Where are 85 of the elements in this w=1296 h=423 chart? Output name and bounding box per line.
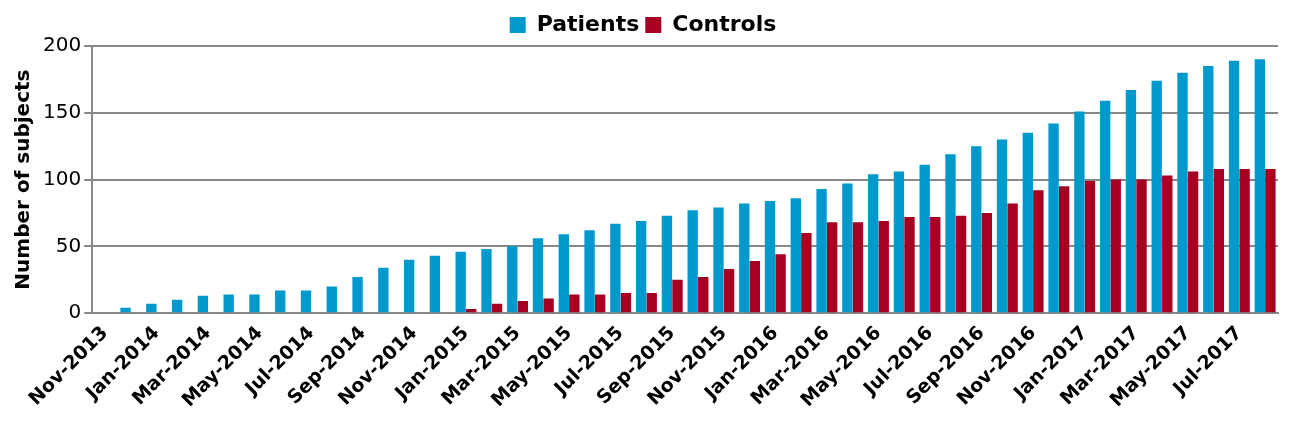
bar	[300, 290, 312, 313]
bar	[517, 301, 528, 313]
y-tick-label: 150	[42, 98, 82, 123]
bar	[1136, 179, 1147, 313]
bar	[1265, 168, 1276, 313]
bar	[429, 255, 441, 313]
y-tick-label: 0	[68, 299, 82, 324]
bar	[842, 183, 853, 313]
bar	[352, 277, 363, 313]
bar	[197, 295, 209, 313]
bar	[532, 238, 544, 313]
bar	[146, 303, 157, 313]
y-axis-title: Number of subjects	[10, 69, 35, 290]
bar	[1213, 168, 1225, 313]
y-tick-label: 50	[55, 232, 82, 257]
bar	[558, 234, 569, 313]
bar	[491, 303, 503, 313]
bar	[661, 215, 673, 313]
bar	[1074, 111, 1085, 313]
legend-label: Patients	[536, 10, 640, 36]
bar	[1058, 186, 1070, 313]
bar	[713, 207, 724, 313]
bar	[955, 215, 967, 313]
bar	[594, 294, 606, 313]
bar	[1228, 60, 1240, 313]
bar	[930, 216, 941, 313]
bar	[326, 286, 337, 313]
bar	[481, 249, 492, 313]
y-tick-label: 200	[42, 32, 82, 57]
bar	[620, 293, 632, 313]
bar	[893, 171, 905, 313]
bar	[852, 222, 864, 313]
bar	[403, 259, 415, 313]
bar	[1022, 132, 1033, 313]
bar	[378, 267, 389, 313]
bar	[775, 254, 786, 313]
bar	[1084, 180, 1096, 313]
bar	[996, 139, 1008, 313]
bar	[698, 277, 709, 313]
bar	[1151, 80, 1162, 313]
bar	[584, 230, 595, 313]
bar	[1203, 66, 1214, 313]
bar	[1254, 59, 1266, 313]
bar	[1033, 190, 1044, 313]
bar	[878, 220, 889, 313]
bar	[1007, 203, 1018, 313]
bar	[543, 298, 554, 313]
bar	[1125, 90, 1137, 313]
legend-label: Controls	[672, 10, 777, 36]
bar	[904, 216, 915, 313]
bar	[687, 210, 698, 313]
bar	[1187, 171, 1199, 313]
bar	[1099, 100, 1111, 313]
bar	[790, 198, 801, 313]
bar	[1177, 72, 1188, 313]
bar	[646, 293, 657, 313]
bar	[1239, 168, 1250, 313]
bar	[120, 307, 131, 313]
bar	[981, 212, 993, 313]
bar	[919, 164, 930, 313]
bar	[171, 299, 183, 313]
bar	[610, 223, 621, 313]
bar	[507, 246, 518, 313]
bar	[569, 294, 580, 313]
bar	[223, 294, 234, 313]
bar	[1162, 175, 1173, 313]
bar	[723, 269, 735, 313]
bar	[455, 251, 466, 313]
bar	[971, 146, 982, 313]
bar	[867, 174, 879, 313]
bar	[739, 203, 750, 313]
bar	[249, 294, 260, 313]
bar	[749, 261, 760, 313]
bar	[1110, 179, 1121, 313]
bar	[1048, 123, 1059, 313]
bar	[672, 279, 683, 313]
bar	[801, 232, 812, 313]
bar	[816, 188, 827, 313]
bar	[466, 309, 477, 313]
bar	[275, 290, 286, 313]
bar	[764, 200, 776, 313]
bar	[826, 222, 838, 313]
y-tick-label: 100	[42, 165, 82, 190]
bar	[945, 154, 956, 313]
bar	[635, 220, 647, 313]
